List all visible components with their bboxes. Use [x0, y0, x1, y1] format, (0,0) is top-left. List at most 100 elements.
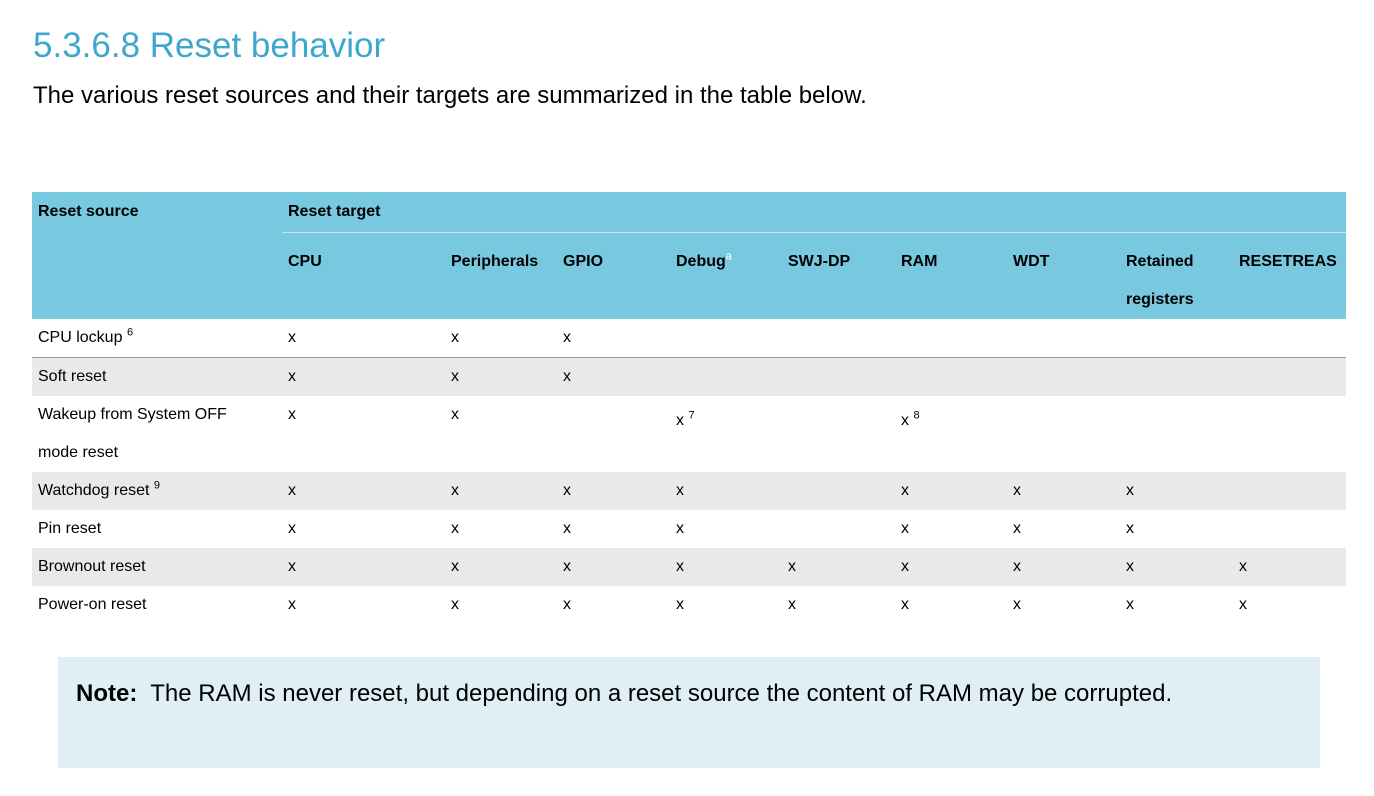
- cell-value: x: [288, 481, 296, 499]
- column-label: Debug: [676, 252, 726, 270]
- cell-value: x: [676, 519, 684, 537]
- reset-source-cell: Power-on reset: [32, 586, 282, 624]
- cell-value: x: [1239, 557, 1247, 575]
- cell-value: x: [563, 328, 571, 346]
- reset-source-label: Wakeup from System OFF mode reset: [38, 405, 227, 461]
- reset-target-header: Reset target: [282, 192, 1347, 233]
- cell-value: x: [451, 367, 459, 385]
- reset-target-cell: x: [670, 586, 782, 624]
- reset-target-cell: [1120, 357, 1233, 396]
- reset-target-cell: x: [1007, 510, 1120, 548]
- footnote-marker: 8: [913, 409, 920, 422]
- cell-value: x: [1013, 557, 1021, 575]
- table-row: Brownout reset x x x x x x x x x: [32, 547, 1347, 586]
- footnote-marker: 9: [153, 479, 161, 492]
- reset-target-cell: x: [1120, 472, 1233, 510]
- reset-target-cell: [1233, 396, 1346, 472]
- table-row: Pin reset x x x x x x x: [32, 510, 1346, 548]
- reset-target-cell: [895, 318, 1007, 358]
- reset-target-cell: x: [445, 357, 557, 396]
- cell-value: x: [901, 595, 909, 613]
- section-heading: 5.3.6.8 Reset behavior: [33, 26, 386, 65]
- cell-value: x: [1126, 519, 1134, 537]
- reset-target-cell: x: [782, 586, 895, 624]
- footnote-marker: a: [725, 250, 732, 263]
- reset-target-cell: [895, 357, 1007, 396]
- reset-target-cell: [557, 396, 670, 472]
- reset-target-cell: [1007, 396, 1120, 472]
- reset-target-cell: x: [445, 548, 557, 586]
- cell-value: x: [788, 557, 796, 575]
- reset-target-cell: x: [445, 396, 557, 472]
- column-header: Retained registers: [1120, 232, 1233, 319]
- intro-paragraph: The various reset sources and their targ…: [33, 82, 867, 109]
- column-label: CPU: [288, 252, 322, 270]
- reset-target-cell: [782, 357, 895, 396]
- cell-value: x: [1126, 557, 1134, 575]
- cell-value: x: [676, 411, 684, 429]
- column-header: CPU: [282, 232, 445, 319]
- cell-value: x: [288, 519, 296, 537]
- reset-target-cell: [1233, 318, 1347, 358]
- reset-target-cell: [782, 318, 895, 358]
- reset-source-cell: Soft reset: [32, 357, 282, 396]
- reset-target-cell: x: [895, 510, 1007, 548]
- reset-source-cell: Brownout reset: [32, 548, 282, 586]
- reset-target-cell: x: [670, 510, 782, 548]
- column-label: Peripherals: [451, 252, 539, 270]
- reset-target-cell: x: [1120, 586, 1233, 624]
- cell-value: x: [451, 328, 459, 346]
- cell-value: x: [563, 481, 571, 499]
- reset-source-header: Reset source: [38, 203, 139, 220]
- reset-target-cell: [782, 510, 895, 548]
- table-row: CPU lockup 6 x x x: [32, 318, 1347, 358]
- cell-value: x: [451, 481, 459, 499]
- cell-value: x: [1126, 595, 1134, 613]
- cell-value: x: [563, 519, 571, 537]
- column-label: WDT: [1013, 252, 1050, 270]
- reset-source-label: Power-on reset: [38, 595, 147, 613]
- reset-target-cell: [1120, 318, 1233, 358]
- reset-source-cell: Wakeup from System OFF mode reset: [32, 396, 282, 472]
- column-header: Debuga: [670, 232, 782, 319]
- reset-target-cell: x: [895, 586, 1007, 624]
- cell-value: x: [1013, 481, 1021, 499]
- cell-value: x: [563, 557, 571, 575]
- reset-target-cell: x: [282, 396, 445, 472]
- reset-source-label: CPU lockup: [38, 328, 123, 346]
- footnote-marker: 7: [688, 409, 695, 422]
- reset-target-cell: x: [670, 548, 782, 586]
- reset-target-cell: x: [1007, 472, 1120, 510]
- reset-target-cell: x 7: [670, 396, 782, 472]
- reset-target-cell: x: [557, 318, 670, 358]
- reset-target-cell: x: [282, 357, 445, 396]
- reset-target-cell: [782, 472, 895, 510]
- reset-target-cell: x: [1120, 510, 1233, 548]
- column-label: RAM: [901, 252, 938, 270]
- reset-source-cell: Watchdog reset 9: [32, 472, 282, 510]
- reset-target-cell: x: [1007, 586, 1120, 624]
- reset-target-cell: x: [1120, 548, 1233, 586]
- column-label: GPIO: [563, 252, 604, 270]
- reset-target-cell: x: [445, 510, 557, 548]
- reset-target-cell: x: [282, 548, 445, 586]
- column-label: RESETREAS: [1239, 252, 1337, 270]
- column-header: GPIO: [557, 232, 670, 319]
- cell-value: x: [288, 328, 296, 346]
- reset-target-cell: x: [282, 472, 445, 510]
- reset-target-cell: x: [282, 586, 445, 624]
- cell-value: x: [901, 519, 909, 537]
- reset-target-cell: [1007, 318, 1120, 358]
- cell-value: x: [1126, 481, 1134, 499]
- reset-target-cell: x: [670, 472, 782, 510]
- cell-value: x: [901, 481, 909, 499]
- reset-target-cell: x: [1233, 586, 1346, 624]
- cell-value: x: [901, 557, 909, 575]
- column-header: WDT: [1007, 232, 1120, 319]
- column-label: SWJ-DP: [788, 252, 851, 270]
- cell-value: x: [288, 405, 296, 423]
- reset-source-label: Soft reset: [38, 367, 107, 385]
- reset-target-cell: x: [445, 472, 557, 510]
- cell-value: x: [1013, 595, 1021, 613]
